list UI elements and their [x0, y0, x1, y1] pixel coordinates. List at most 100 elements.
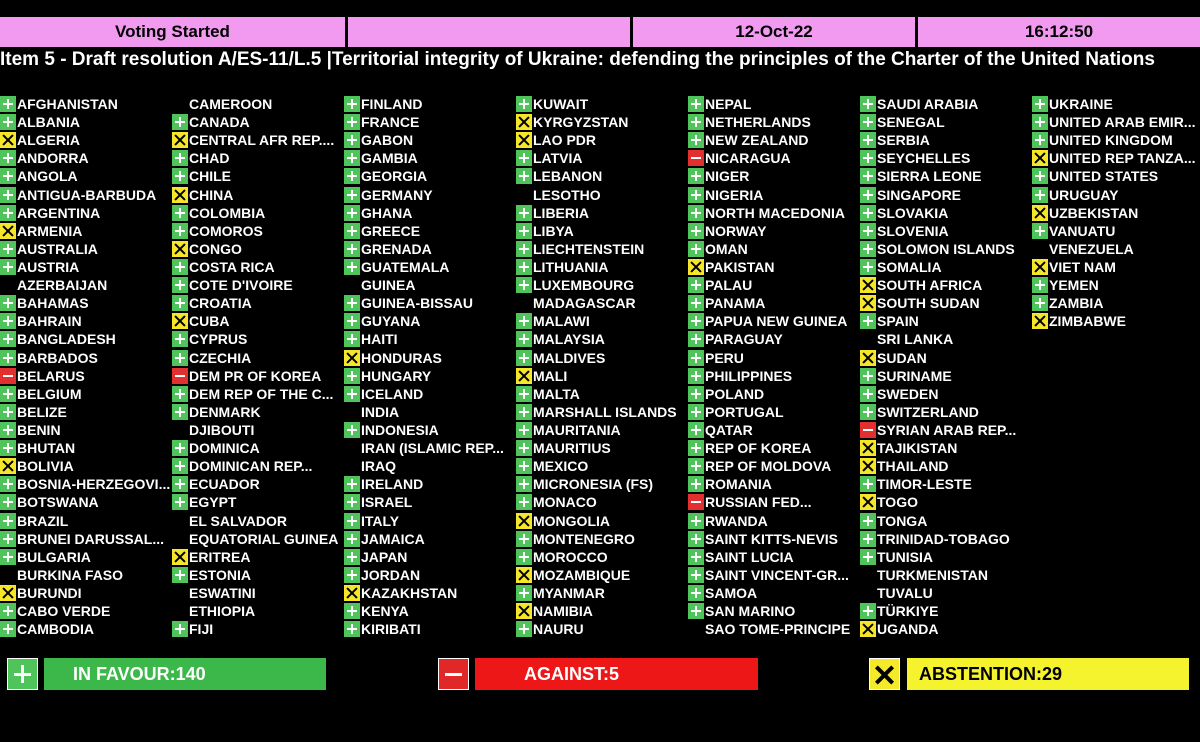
country-row: PARAGUAY	[688, 330, 860, 348]
country-name: ALBANIA	[17, 114, 80, 131]
country-row: BELIZE	[0, 403, 172, 421]
country-name: BELIZE	[17, 403, 67, 420]
country-row: MONGOLIA	[516, 512, 688, 530]
country-name: SENEGAL	[877, 114, 945, 131]
country-row: SYRIAN ARAB REP...	[860, 421, 1032, 439]
country-name: CZECHIA	[189, 349, 252, 366]
country-row: AZERBAIJAN	[0, 276, 172, 294]
country-name: TÜRKIYE	[877, 603, 939, 620]
country-name: ANDORRA	[17, 150, 89, 167]
abstention-icon	[172, 186, 188, 203]
country-name: BELGIUM	[17, 385, 82, 402]
header-blank-cell	[348, 17, 630, 47]
country-name: HUNGARY	[361, 367, 432, 384]
country-row: TOGO	[860, 493, 1032, 511]
in-favour-icon	[172, 494, 188, 511]
country-name: BOLIVIA	[17, 458, 74, 475]
country-row: PAKISTAN	[688, 258, 860, 276]
country-row: SAN MARINO	[688, 602, 860, 620]
country-row: BRUNEI DARUSSAL...	[0, 530, 172, 548]
country-row: UNITED ARAB EMIR...	[1032, 113, 1200, 131]
country-name: PHILIPPINES	[705, 367, 793, 384]
in-favour-icon	[344, 603, 360, 620]
country-row: LIBYA	[516, 222, 688, 240]
country-row: MEXICO	[516, 457, 688, 475]
country-row: FINLAND	[344, 95, 516, 113]
in-favour-icon	[172, 621, 188, 638]
country-name: AZERBAIJAN	[17, 277, 108, 294]
in-favour-icon	[344, 132, 360, 149]
country-name: ICELAND	[361, 385, 424, 402]
country-name: MARSHALL ISLANDS	[533, 403, 677, 420]
abstention-icon	[860, 458, 876, 475]
in-favour-icon	[516, 584, 532, 601]
country-name: ECUADOR	[189, 476, 260, 493]
country-row: TONGA	[860, 512, 1032, 530]
country-name: BENIN	[17, 421, 61, 438]
abstention-icon	[516, 512, 532, 529]
country-row: NAURU	[516, 620, 688, 638]
country-name: TONGA	[877, 512, 928, 529]
country-name: FIJI	[189, 621, 214, 638]
country-name: LIBERIA	[533, 204, 589, 221]
country-name: SOUTH SUDAN	[877, 295, 980, 312]
country-name: INDIA	[361, 403, 400, 420]
abstention-icon	[1032, 204, 1048, 221]
country-name: NORWAY	[705, 222, 767, 239]
in-favour-icon	[172, 258, 188, 275]
country-name: BRAZIL	[17, 512, 69, 529]
country-row: TÜRKIYE	[860, 602, 1032, 620]
country-row: MOZAMBIQUE	[516, 566, 688, 584]
country-name: NETHERLANDS	[705, 114, 811, 131]
in-favour-icon	[1032, 295, 1048, 312]
in-favour-icon	[860, 240, 876, 257]
country-row: LAO PDR	[516, 131, 688, 149]
country-name: MALTA	[533, 385, 580, 402]
country-row: NEW ZEALAND	[688, 131, 860, 149]
country-row: CABO VERDE	[0, 602, 172, 620]
in-favour-icon	[344, 421, 360, 438]
in-favour-icon	[688, 96, 704, 112]
country-name: VANUATU	[1049, 222, 1116, 239]
in-favour-icon	[0, 476, 16, 493]
country-name: LIBYA	[533, 222, 574, 239]
in-favour-icon	[1032, 222, 1048, 239]
country-row: ROMANIA	[688, 475, 860, 493]
country-column: CAMEROON CANADA CENTRAL AFR REP.... CHAD CHI…	[172, 95, 344, 638]
in-favour-icon	[0, 512, 16, 529]
in-favour-icon	[0, 421, 16, 438]
country-name: DEM PR OF KOREA	[189, 367, 322, 384]
country-row: SOLOMON ISLANDS	[860, 240, 1032, 258]
country-name: LIECHTENSTEIN	[533, 240, 645, 257]
vote-time: 16:12:50	[918, 17, 1200, 47]
country-name: KAZAKHSTAN	[361, 584, 458, 601]
item-title: Item 5 - Draft resolution A/ES-11/L.5 |T…	[0, 49, 1155, 70]
country-row: CAMEROON	[172, 95, 344, 113]
abstention-icon	[172, 132, 188, 149]
in-favour-icon	[0, 168, 16, 185]
in-favour-icon	[172, 277, 188, 294]
country-row: SINGAPORE	[860, 186, 1032, 204]
in-favour-icon	[344, 548, 360, 565]
in-favour-icon	[516, 476, 532, 493]
abstention-icon	[688, 258, 704, 275]
against-total: AGAINST:5	[475, 658, 758, 690]
abstention-icon	[0, 222, 16, 239]
in-favour-icon	[516, 530, 532, 547]
in-favour-icon	[172, 403, 188, 420]
in-favour-icon	[344, 258, 360, 275]
country-row: SOUTH AFRICA	[860, 276, 1032, 294]
country-row: MICRONESIA (FS)	[516, 475, 688, 493]
in-favour-icon	[860, 150, 876, 167]
country-name: RWANDA	[705, 512, 768, 529]
country-name: FRANCE	[361, 114, 420, 131]
country-row: SUDAN	[860, 349, 1032, 367]
country-row: AFGHANISTAN	[0, 95, 172, 113]
country-name: ARMENIA	[17, 222, 83, 239]
country-name: SERBIA	[877, 132, 930, 149]
country-name: CUBA	[189, 313, 230, 330]
abstention-icon	[344, 349, 360, 366]
in-favour-icon	[344, 367, 360, 384]
in-favour-icon	[688, 403, 704, 420]
country-name: RUSSIAN FED...	[705, 494, 812, 511]
